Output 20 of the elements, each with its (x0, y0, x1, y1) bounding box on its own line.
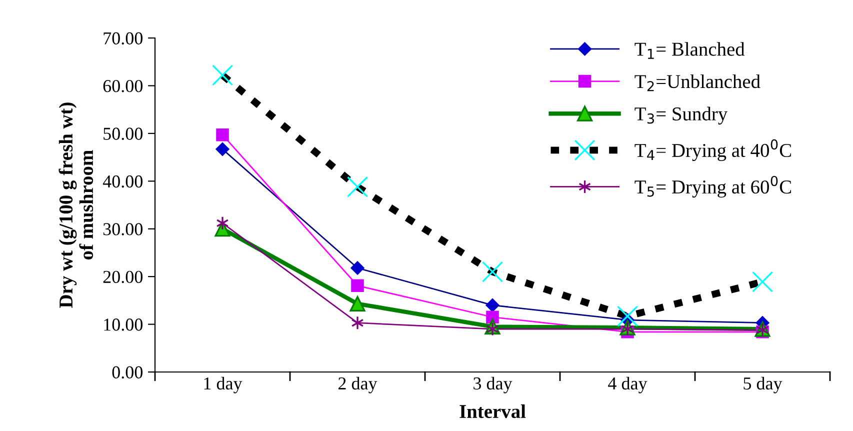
y-axis-title: Dry wt (g/100 g fresh wt) of mushroom (58, 102, 94, 308)
legend-label: T$_{1}$= Blanched (634, 42, 745, 59)
y-tick-label: 30.00 (103, 223, 143, 236)
x-tick-label: 5 day (744, 376, 782, 394)
y-tick-label: 50.00 (104, 128, 143, 140)
x-tick-label: 2 day (338, 376, 378, 394)
x-axis-title: Interval (460, 404, 526, 418)
x-tick-label: 4 day (608, 376, 648, 394)
y-tick-label: 20.00 (103, 270, 143, 284)
x-tick-label: 3 day (474, 376, 512, 394)
legend-label: T$_{5}$= Drying at 60$^{0}$C (634, 176, 792, 198)
x-tick-label: 1 day (204, 376, 242, 394)
legend-label: T$_{4}$= Drying at 40$^{0}$C (634, 139, 792, 162)
legend-label: T$_{3}$= Sundry (634, 106, 728, 124)
legend-label: T$_{2}$=Unblanched (634, 74, 760, 92)
y-tick-label: 70.00 (104, 32, 143, 45)
y-tick-label: 60.00 (103, 80, 143, 92)
y-tick-label: 40.00 (102, 175, 143, 188)
y-tick-label: 10.00 (104, 318, 143, 331)
y-tick-label: 0.00 (112, 366, 143, 379)
